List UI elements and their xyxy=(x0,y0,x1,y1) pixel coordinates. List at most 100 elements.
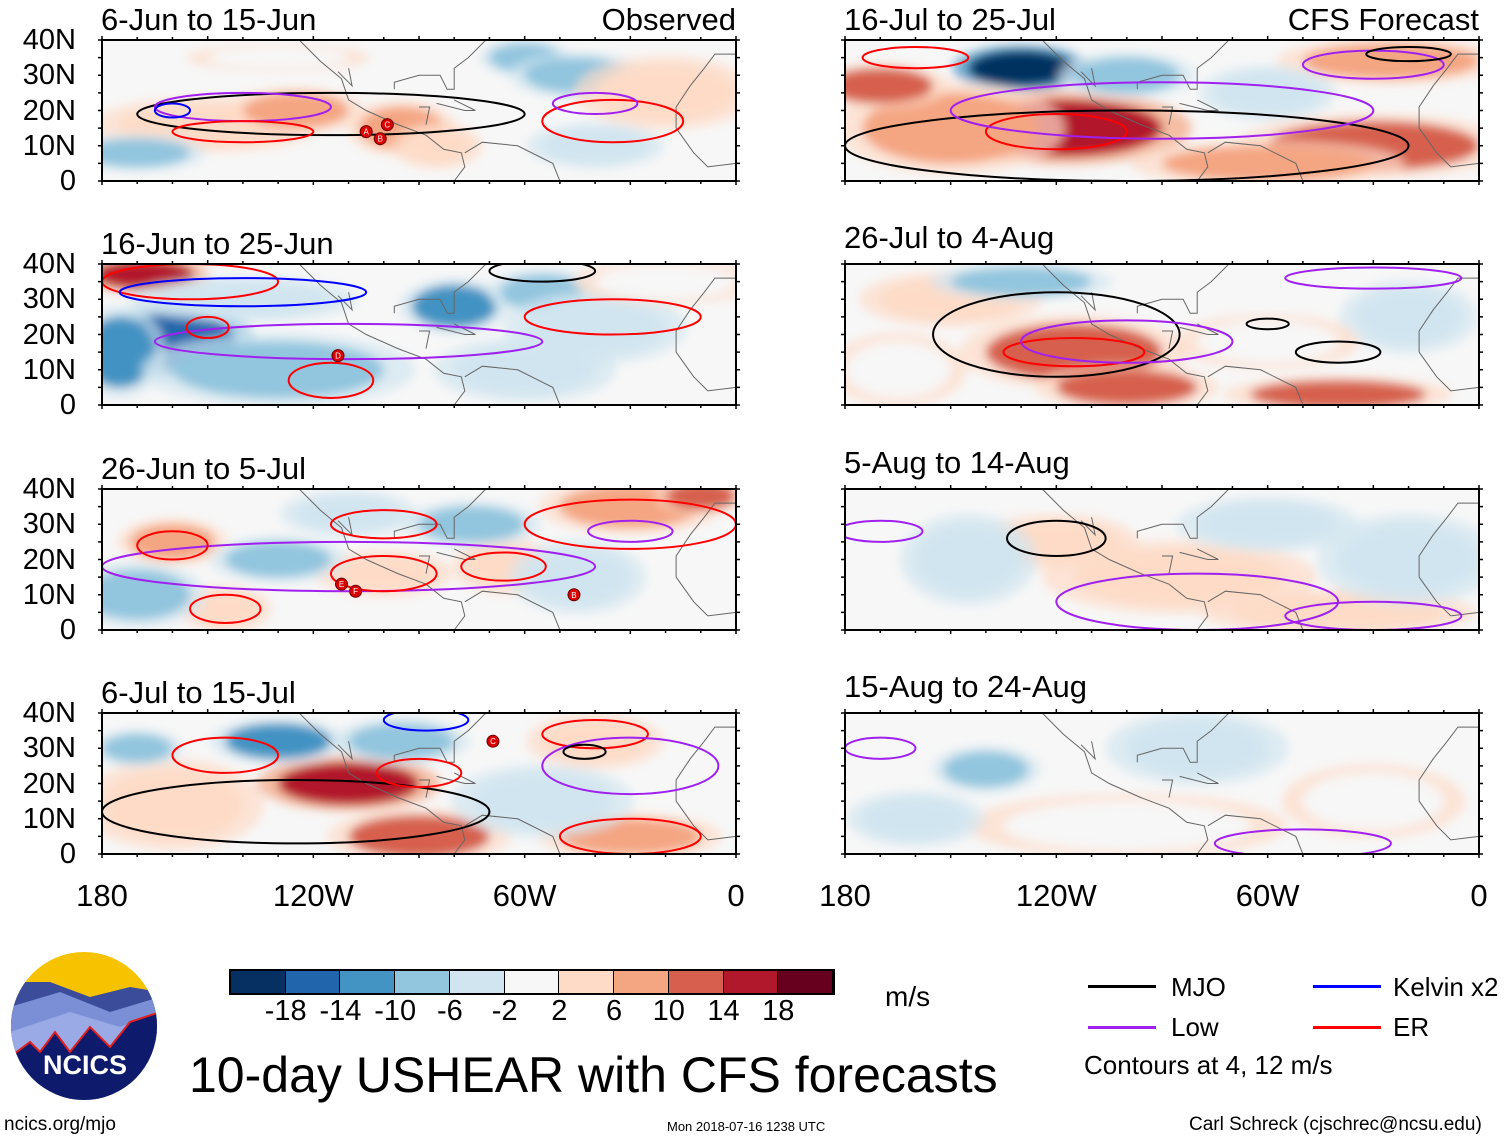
shear-cell xyxy=(348,723,455,759)
coastline xyxy=(1041,489,1479,630)
y-tick-label: 10N xyxy=(22,129,76,162)
shear-cell xyxy=(595,264,736,300)
shear-cell xyxy=(225,541,331,578)
shear-cell xyxy=(190,591,261,627)
shear-cell xyxy=(401,128,472,164)
shear-cell xyxy=(278,762,419,805)
shear-cell xyxy=(943,751,1029,788)
coastline xyxy=(298,713,736,854)
colorbar-tick-label: 14 xyxy=(707,995,740,1027)
panel-title: 16-Jul to 25-Jul xyxy=(844,2,1056,37)
contour-mjo xyxy=(1365,46,1452,63)
contour-mjo xyxy=(562,743,607,760)
y-tick-label: 20N xyxy=(22,543,76,576)
storm-marker: C xyxy=(486,734,500,748)
contour-note: Contours at 4, 12 m/s xyxy=(1084,1050,1333,1080)
contour-low xyxy=(587,519,674,543)
shear-cell xyxy=(1003,801,1251,851)
shear-cell xyxy=(102,138,191,167)
y-tick-label: 30N xyxy=(22,283,76,316)
figure-title: 10-day USHEAR with CFS forecasts xyxy=(189,1047,998,1103)
legend-line-mjo xyxy=(1088,985,1156,988)
colorbar-tick-label: 10 xyxy=(652,995,685,1027)
storm-marker: F xyxy=(349,584,363,598)
map-panel xyxy=(841,709,1483,858)
shear-cell xyxy=(862,92,1039,164)
colorbar-swatch xyxy=(723,971,779,993)
contour-mjo xyxy=(1245,317,1290,331)
y-tick-label: 20N xyxy=(22,94,76,127)
y-tick-label: 30N xyxy=(22,59,76,92)
map-panel: EF B xyxy=(98,485,740,634)
units-label: m/s xyxy=(885,981,931,1012)
shear-cell xyxy=(950,267,1092,296)
coastline xyxy=(1041,40,1479,181)
shear-cell xyxy=(154,281,331,317)
contour-er xyxy=(185,315,230,340)
shear-cell xyxy=(172,341,384,398)
map-panel xyxy=(841,36,1483,185)
svg-text:D: D xyxy=(335,352,341,361)
x-tick-label: 60W xyxy=(1235,878,1300,913)
shear-cell xyxy=(968,50,1074,86)
contour-low xyxy=(1213,828,1392,854)
panel-title: 26-Jun to 5-Jul xyxy=(101,451,307,486)
colorbar-swatch xyxy=(778,971,834,993)
x-tick-label: 180 xyxy=(76,878,128,913)
colorbar-swatch xyxy=(449,971,505,993)
coastline xyxy=(1041,713,1479,854)
contour-er xyxy=(1002,337,1146,368)
shear-cell xyxy=(595,64,736,122)
legend-line-low xyxy=(1088,1026,1156,1029)
colorbar-swatch xyxy=(668,971,724,993)
shear-cell xyxy=(1056,369,1198,405)
coastline xyxy=(298,40,736,181)
contour-er xyxy=(460,551,547,582)
colorbar-tick-label: -10 xyxy=(374,995,417,1027)
shear-cell xyxy=(454,345,596,395)
legend-label-kelvin: Kelvin x2 xyxy=(1393,972,1499,1002)
contour-kelvin xyxy=(382,713,470,732)
y-tick-label: 20N xyxy=(22,318,76,351)
colorbar-tick-label: -2 xyxy=(491,995,518,1027)
contour-mjo xyxy=(488,264,597,283)
contour-er xyxy=(375,757,463,789)
contour-low xyxy=(551,91,639,116)
shear-cell xyxy=(471,772,613,830)
panel-tag: CFS Forecast xyxy=(1287,2,1479,37)
shear-cell xyxy=(1197,503,1339,546)
panel-title: 6-Jul to 15-Jul xyxy=(101,675,296,710)
contour-low xyxy=(845,519,924,543)
shear-cell xyxy=(665,489,736,511)
map-panel: C xyxy=(98,709,740,858)
contour-er xyxy=(541,98,685,144)
contour-mjo xyxy=(1294,340,1382,364)
svg-text:C: C xyxy=(490,737,496,746)
colorbar-swatch xyxy=(559,971,615,993)
contour-low xyxy=(1020,319,1234,364)
storm-marker: B xyxy=(373,132,387,146)
contour-low xyxy=(541,736,720,796)
shear-cell xyxy=(915,524,1022,595)
site-link[interactable]: ncics.org/mjo xyxy=(4,1114,116,1135)
map-panel: A CB xyxy=(98,36,740,185)
shear-cell xyxy=(330,555,437,592)
contour-low xyxy=(1284,600,1463,630)
y-tick-label: 10N xyxy=(22,353,76,386)
contour-er xyxy=(984,113,1128,151)
y-tick-label: 40N xyxy=(22,473,76,505)
colorbar-tick-label: -6 xyxy=(437,995,463,1027)
svg-text:C: C xyxy=(384,121,390,130)
x-tick-label: 120W xyxy=(272,878,354,913)
contour-low xyxy=(845,736,917,760)
legend-line-er xyxy=(1313,1026,1381,1029)
shear-cell xyxy=(1197,320,1339,363)
shear-cell xyxy=(102,769,243,840)
contour-er xyxy=(329,509,438,540)
contour-er xyxy=(136,530,209,561)
y-tick-label: 30N xyxy=(22,508,76,541)
contour-mjo xyxy=(136,91,526,137)
shear-cell xyxy=(242,92,349,129)
x-tick-label: 0 xyxy=(1470,878,1488,913)
